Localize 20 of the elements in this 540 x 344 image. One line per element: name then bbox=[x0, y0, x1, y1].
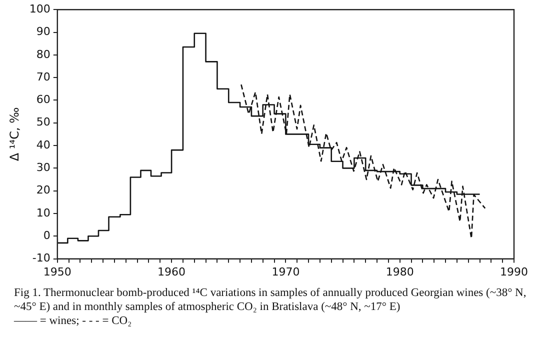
y-tick-label: 90 bbox=[36, 25, 50, 38]
y-tick-label: 70 bbox=[36, 70, 50, 84]
x-tick-label: 1960 bbox=[158, 265, 186, 278]
caption: Fig 1. Thermonuclear bomb-produced ¹⁴C variations in samples of annually produced Georgian wines (~38° N, ~45° E) and in monthly samples of atmospheric CO₂ in Bratislava (~48° N, ~17° E) bbox=[14, 286, 528, 314]
y-tick-label: 10 bbox=[36, 206, 50, 220]
y-tick-label: 40 bbox=[36, 138, 50, 152]
y-tick-label: 60 bbox=[36, 93, 50, 106]
y-tick-label: 50 bbox=[36, 116, 50, 129]
y-tick-label: 80 bbox=[36, 48, 50, 61]
text: —— = wines; - - - = CO₂ bbox=[14, 314, 133, 328]
x-tick-label: 1970 bbox=[272, 265, 300, 278]
y-tick-label: -10 bbox=[32, 252, 50, 265]
y-axis-title: Δ ¹⁴C, ‰ bbox=[7, 107, 22, 162]
y-tick-label: 0 bbox=[43, 229, 50, 242]
x-tick-label: 1950 bbox=[43, 265, 72, 278]
x-tick-label: 1990 bbox=[500, 265, 528, 278]
y-tick-label: 20 bbox=[36, 184, 50, 197]
y-tick-label: 30 bbox=[36, 161, 50, 174]
x-tick-label: 1980 bbox=[386, 265, 414, 278]
y-tick-label: 100 bbox=[29, 2, 50, 16]
